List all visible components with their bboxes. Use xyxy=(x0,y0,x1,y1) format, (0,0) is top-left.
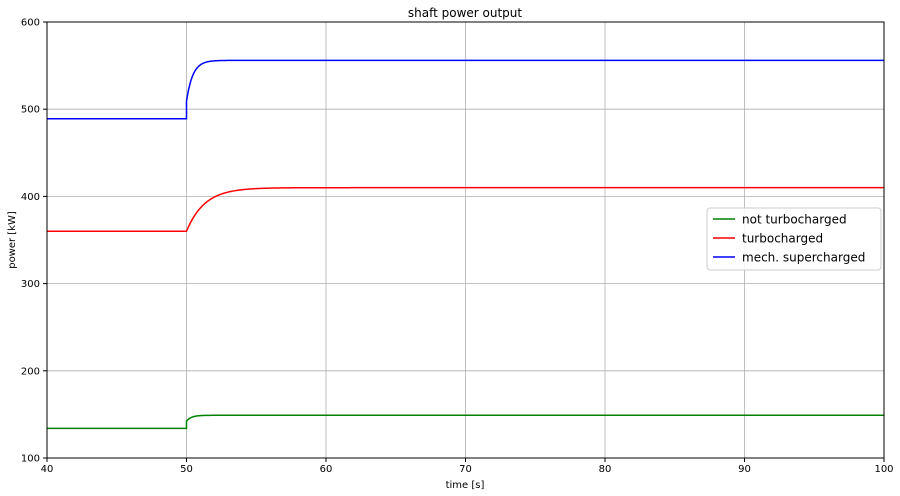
ticks: 40 50 60 70 80 90 100 100 200 300 400 500 600 xyxy=(21,18,894,476)
legend-label: mech. supercharged xyxy=(742,251,865,265)
series-layer xyxy=(47,59,884,430)
x-axis-label: time [s] xyxy=(446,480,485,491)
y-tick-label: 400 xyxy=(21,192,40,203)
legend: not turbocharged turbocharged mech. superc… xyxy=(706,207,882,271)
y-tick-label: 600 xyxy=(21,18,40,29)
x-tick-label: 100 xyxy=(874,464,893,475)
x-tick-label: 80 xyxy=(599,464,612,475)
x-tick-label: 90 xyxy=(738,464,751,475)
legend-label: not turbocharged xyxy=(742,213,847,227)
y-tick-label: 100 xyxy=(21,454,40,465)
y-tick-label: 200 xyxy=(21,366,40,377)
x-tick-label: 60 xyxy=(320,464,333,475)
x-tick-label: 40 xyxy=(41,464,54,475)
legend-label: turbocharged xyxy=(742,232,823,246)
y-axis-label: power [kW] xyxy=(7,211,18,269)
series-line-1 xyxy=(47,186,884,233)
legend-box xyxy=(706,207,882,271)
y-tick-label: 500 xyxy=(21,105,40,116)
series-line-0 xyxy=(47,414,884,430)
series-line-2 xyxy=(47,59,884,120)
y-tick-label: 300 xyxy=(21,279,40,290)
chart-title: shaft power output xyxy=(408,6,523,20)
x-tick-label: 50 xyxy=(180,464,193,475)
x-tick-label: 70 xyxy=(459,464,472,475)
